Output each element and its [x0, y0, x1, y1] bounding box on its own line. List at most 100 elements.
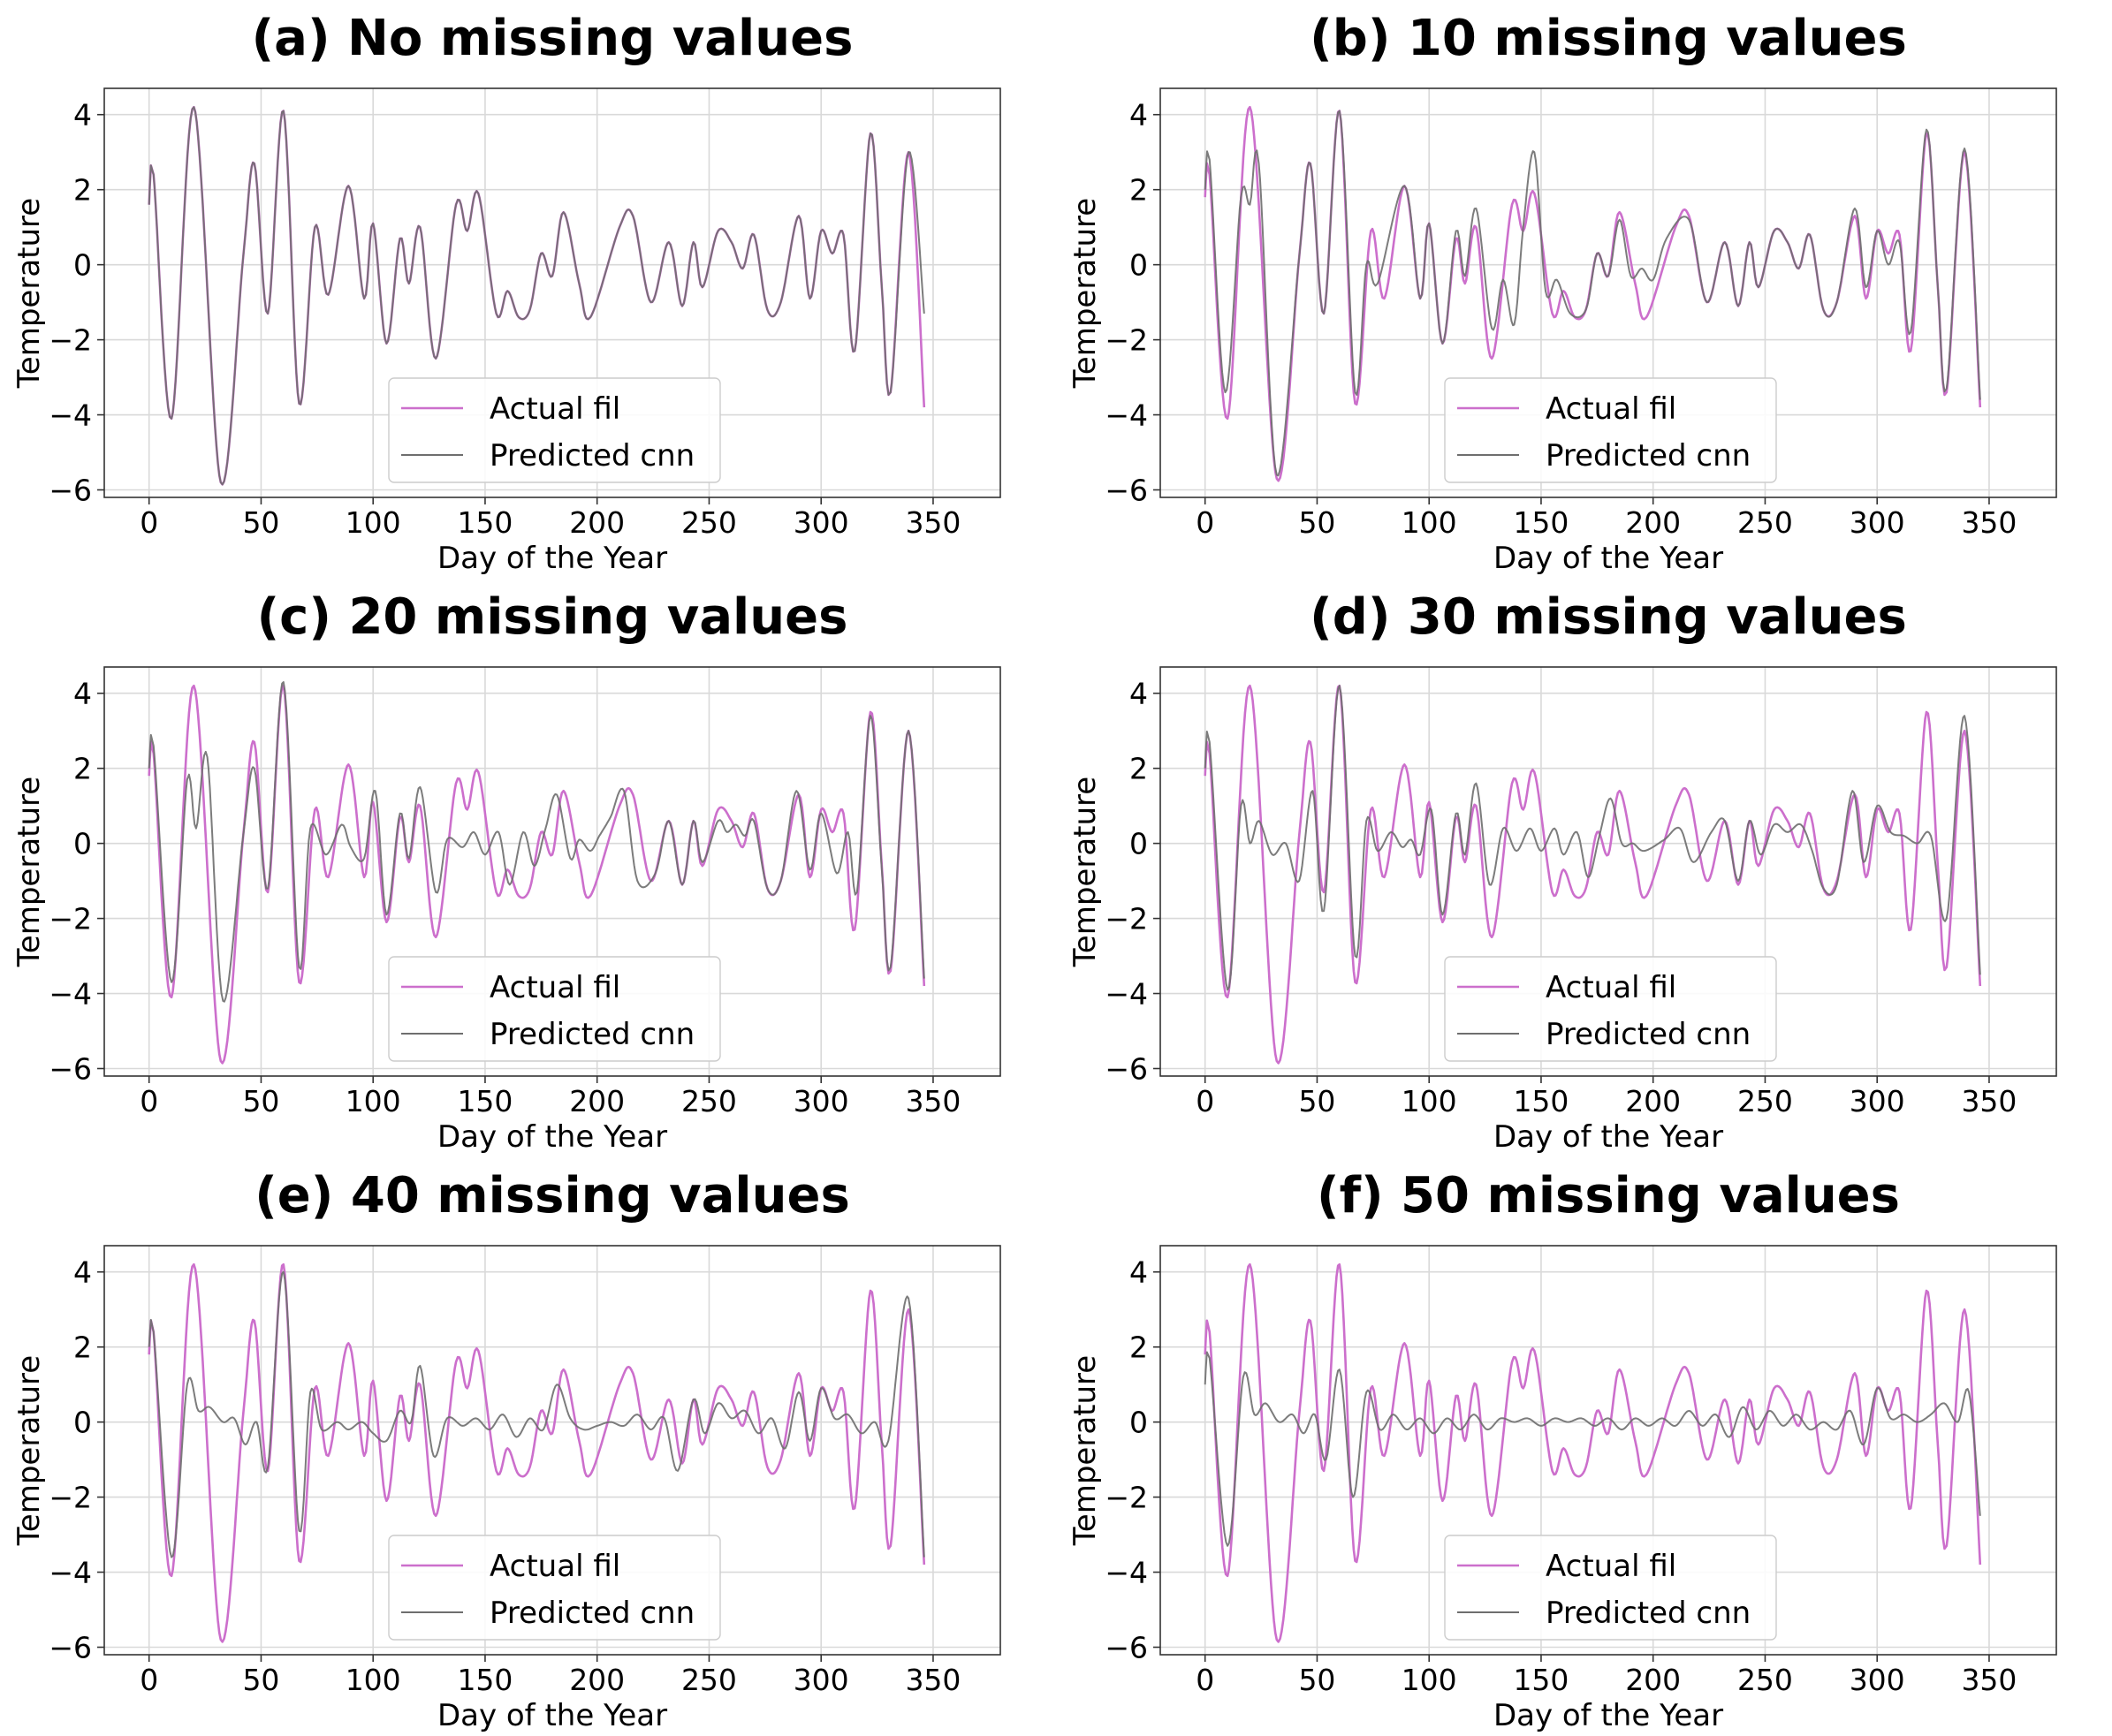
y-tick-label: −6: [49, 474, 92, 508]
x-tick-label: 350: [1961, 1084, 2017, 1118]
y-tick-label: 4: [1129, 98, 1148, 133]
legend: Actual fil Predicted cnn: [1444, 1535, 1777, 1641]
legend-label-predicted: Predicted cnn: [490, 438, 695, 474]
series-lines: [148, 1262, 926, 1643]
chart-svg-d: (d) 30 missing values 0 50 100 150 200 250 300 3…: [1067, 588, 2057, 1155]
x-tick-label: 300: [794, 1084, 849, 1118]
x-tick-label: 50: [242, 1084, 279, 1118]
legend-label-actual: Actual fil: [490, 1549, 620, 1584]
plot-frame: [1159, 87, 2057, 498]
x-tick-label: 100: [346, 1084, 401, 1118]
x-tick-label: 350: [905, 505, 961, 540]
series-lines: [148, 681, 926, 1065]
y-tick-label: −6: [1105, 1631, 1148, 1665]
panel-c: (c) 20 missing values 0 50 100 150 200 250 300 3…: [0, 579, 1056, 1157]
series-actual-line: [148, 1262, 926, 1643]
x-axis-label: Day of the Year: [1493, 1119, 1723, 1155]
x-axis-label: Day of the Year: [437, 1698, 667, 1733]
x-tick-label: 150: [1513, 1084, 1569, 1118]
y-axis-label: Temperature: [1067, 1355, 1103, 1546]
legend-box: [388, 956, 721, 1062]
panel-b: (b) 10 missing values 0 50 100 150 200 250 300 3…: [1056, 0, 2112, 579]
legend-box: [1444, 377, 1777, 483]
legend-label-predicted: Predicted cnn: [1546, 1017, 1751, 1052]
y-tick-label: −6: [49, 1052, 92, 1087]
legend: Actual fil Predicted cnn: [1444, 377, 1777, 483]
x-tick-label: 350: [1961, 505, 2017, 540]
x-tick-label: 200: [569, 1084, 625, 1118]
y-tick-label: 0: [1129, 827, 1148, 861]
legend-label-actual: Actual fil: [1546, 391, 1676, 427]
x-tick-label: 150: [1513, 1663, 1569, 1697]
legend-label-actual: Actual fil: [1546, 1549, 1676, 1584]
x-tick-label: 0: [1196, 1663, 1214, 1697]
x-tick-label: 0: [1196, 505, 1214, 540]
y-tick-label: 0: [73, 1406, 92, 1440]
y-tick-label: −2: [49, 1481, 92, 1515]
plot-frame: [103, 87, 1001, 498]
y-tick-label: −2: [1105, 323, 1148, 358]
y-axis-label: Temperature: [1067, 198, 1103, 389]
x-tick-label: 50: [242, 1663, 279, 1697]
y-tick-label: 4: [1129, 1255, 1148, 1290]
plot-frame: [1159, 666, 2057, 1077]
y-tick-label: −4: [49, 977, 92, 1012]
legend: Actual fil Predicted cnn: [388, 956, 721, 1062]
y-tick-label: 4: [1129, 677, 1148, 711]
x-tick-label: 350: [905, 1663, 961, 1697]
series-predicted-line: [148, 681, 925, 1003]
y-tick-label: 2: [1129, 1330, 1148, 1365]
y-tick-label: 0: [73, 827, 92, 861]
x-tick-label: 150: [457, 505, 513, 540]
legend-label-predicted: Predicted cnn: [490, 1017, 695, 1052]
x-tick-label: 250: [1737, 1663, 1793, 1697]
y-tick-label: −6: [1105, 474, 1148, 508]
y-axis-label: Temperature: [11, 198, 47, 389]
legend: Actual fil Predicted cnn: [1444, 956, 1777, 1062]
legend-label-predicted: Predicted cnn: [1546, 1596, 1751, 1631]
y-tick-label: 4: [73, 677, 92, 711]
legend-label-predicted: Predicted cnn: [490, 1596, 695, 1631]
series-lines: [1204, 105, 1982, 482]
x-tick-label: 100: [346, 1663, 401, 1697]
panel-title: (b) 10 missing values: [1310, 10, 1907, 67]
x-tick-label: 250: [681, 1663, 737, 1697]
panel-title: (c) 20 missing values: [257, 588, 848, 646]
x-tick-label: 200: [569, 505, 625, 540]
x-tick-label: 250: [681, 1084, 737, 1118]
series-lines: [148, 105, 926, 486]
y-axis-label: Temperature: [11, 1355, 47, 1546]
x-tick-label: 300: [1850, 1663, 1905, 1697]
x-axis-label: Day of the Year: [1493, 1698, 1723, 1733]
y-tick-label: −2: [1105, 902, 1148, 936]
legend-label-predicted: Predicted cnn: [1546, 438, 1751, 474]
x-tick-label: 0: [140, 1663, 158, 1697]
chart-svg-f: (f) 50 missing values 0 50 100 150 200 250 300 3…: [1067, 1167, 2057, 1733]
panel-title: (e) 40 missing values: [255, 1167, 850, 1224]
series-predicted-line: [148, 106, 925, 486]
x-tick-label: 150: [1513, 505, 1569, 540]
y-tick-label: −4: [1105, 398, 1148, 433]
panel-title: (f) 50 missing values: [1317, 1167, 1900, 1224]
legend: Actual fil Predicted cnn: [388, 377, 721, 483]
x-tick-label: 100: [1402, 505, 1457, 540]
plot-frame: [103, 1245, 1001, 1656]
panel-f: (f) 50 missing values 0 50 100 150 200 250 300 3…: [1056, 1157, 2112, 1736]
series-predicted-line: [148, 1270, 925, 1558]
y-tick-label: 2: [73, 1330, 92, 1365]
series-predicted-line: [1204, 1351, 1981, 1547]
legend: Actual fil Predicted cnn: [388, 1535, 721, 1641]
x-tick-label: 200: [1625, 1084, 1681, 1118]
y-tick-label: 4: [73, 98, 92, 133]
panel-a: (a) No missing values 0 50 100 150 200 250 300 3…: [0, 0, 1056, 579]
x-tick-label: 200: [569, 1663, 625, 1697]
x-tick-label: 350: [1961, 1663, 2017, 1697]
x-tick-label: 100: [1402, 1084, 1457, 1118]
x-tick-label: 50: [1298, 1084, 1335, 1118]
panel-title: (a) No missing values: [252, 10, 854, 67]
legend-box: [1444, 956, 1777, 1062]
series-lines: [1204, 1262, 1982, 1643]
x-tick-label: 300: [1850, 1084, 1905, 1118]
x-tick-label: 200: [1625, 505, 1681, 540]
y-tick-label: −4: [49, 398, 92, 433]
